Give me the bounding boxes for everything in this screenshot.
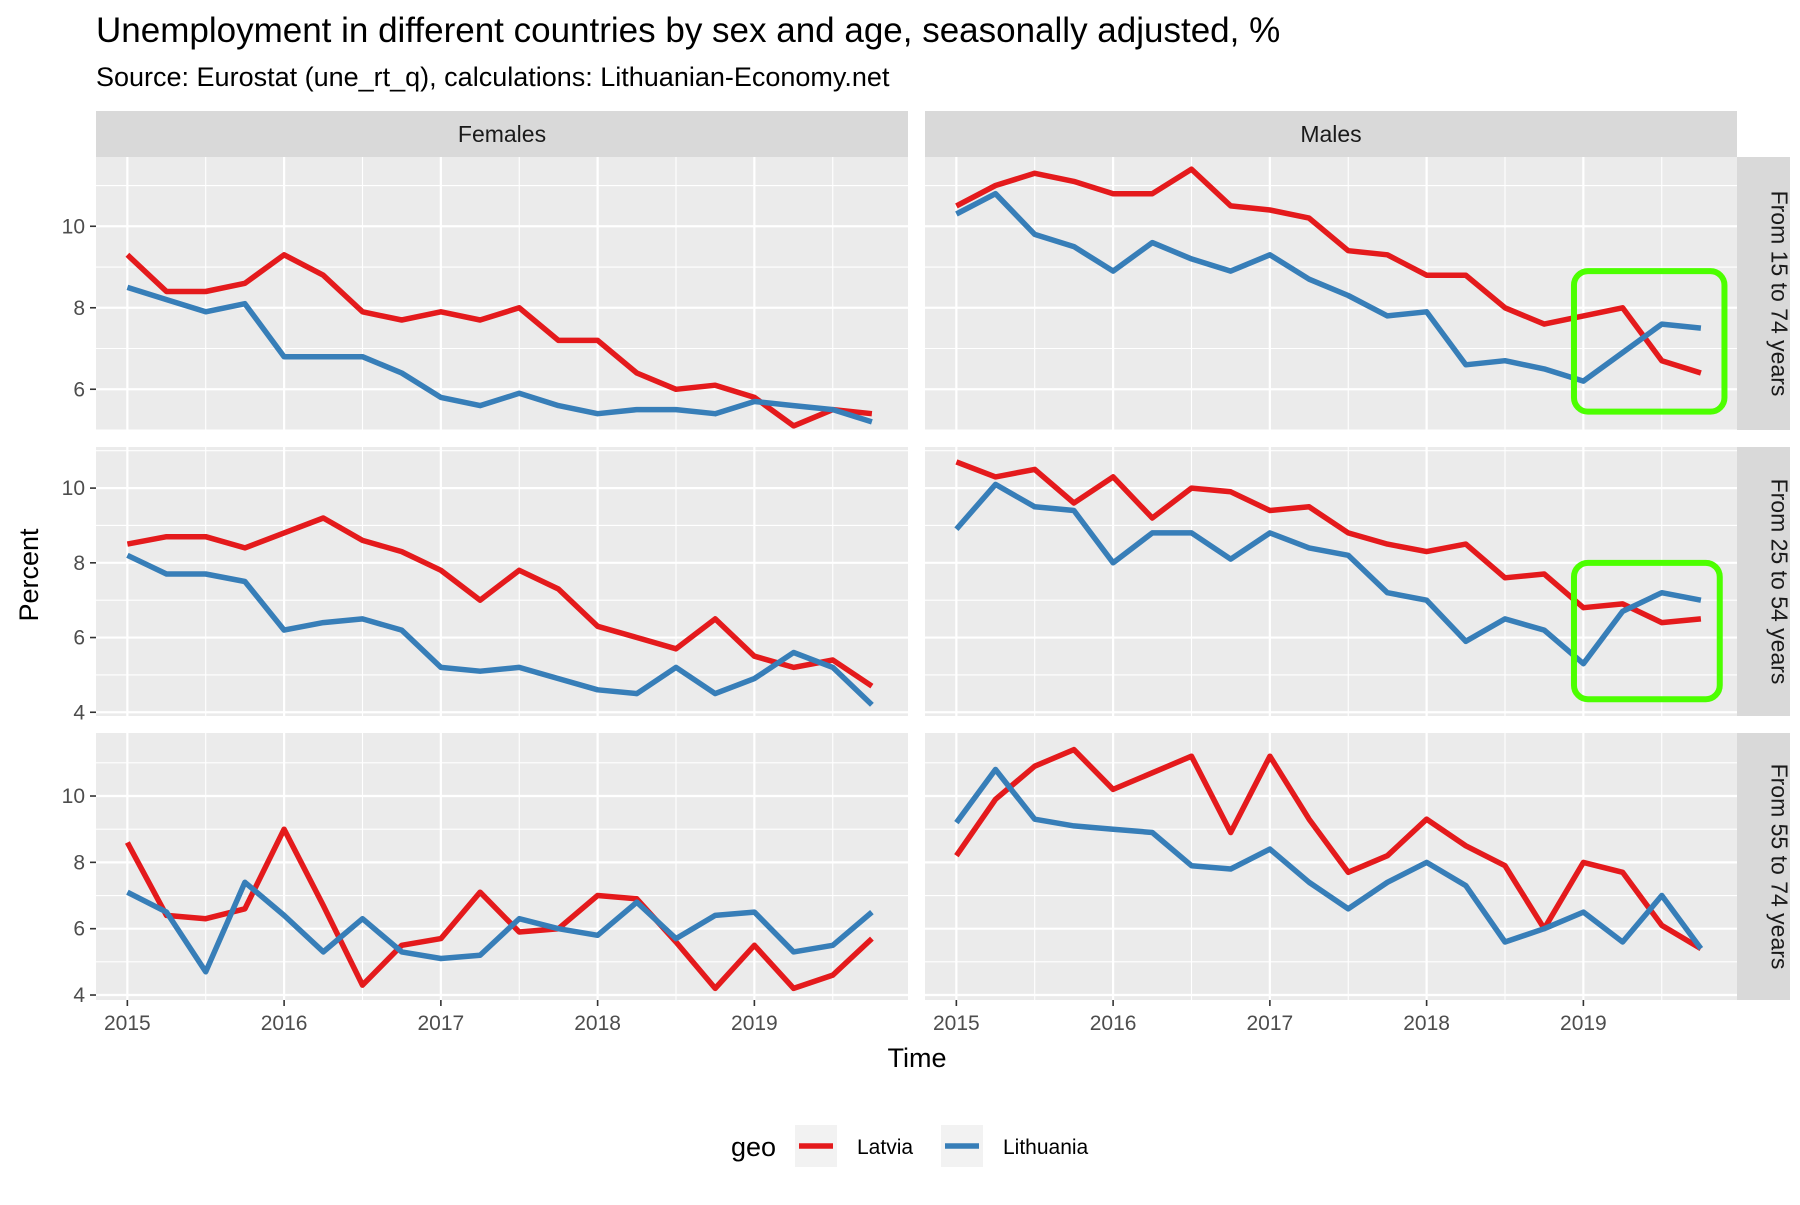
panel-background [925, 157, 1737, 430]
legend-label-latvia: Latvia [857, 1136, 913, 1159]
panel-females-from-55-to-74-years: 4 6 8 10 2015 2016 2017 2018 2019 [62, 733, 908, 1035]
legend: geo Latvia Lithuania [731, 1125, 1089, 1167]
series-line-latvia [954, 746, 1703, 951]
y-tick-label: 10 [62, 477, 85, 500]
strip-label-males: Males [1300, 121, 1361, 147]
strip-males [925, 111, 1737, 157]
y-tick-label: 10 [62, 785, 85, 808]
strip-label-females: Females [458, 121, 546, 147]
strip-label-from-15-to-74-years: From 15 to 74 years [1767, 191, 1793, 397]
chart-subtitle: Source: Eurostat (une_rt_q), calculation… [96, 62, 890, 92]
series-line-latvia [126, 515, 874, 689]
panel-females-from-15-to-74-years: 6 8 10 [62, 157, 908, 431]
x-tick-label: 2016 [261, 1012, 308, 1035]
series-line-lithuania [126, 552, 874, 707]
legend-title: geo [731, 1132, 776, 1162]
series-line-lithuania [126, 879, 874, 975]
y-tick-label: 8 [73, 552, 85, 575]
strip-females [96, 111, 908, 157]
y-tick-label: 4 [73, 984, 85, 1007]
y-tick-label: 8 [73, 851, 85, 874]
highlight-box [1570, 559, 1723, 703]
y-tick-label: 6 [73, 627, 85, 650]
legend-label-lithuania: Lithuania [1003, 1136, 1089, 1159]
y-axis-title: Percent [14, 528, 44, 622]
panel-background [925, 733, 1737, 1000]
panel-males-from-15-to-74-years [925, 157, 1737, 431]
x-tick-label: 2017 [1247, 1012, 1294, 1035]
series-line-lithuania [126, 284, 873, 425]
panels-layer: Females Males From 15 to 74 years From 25 t… [62, 111, 1793, 1035]
x-axis-title: Time [888, 1043, 947, 1073]
y-tick-label: 4 [73, 701, 85, 724]
series-line-latvia [125, 252, 873, 429]
series-line-lithuania [954, 766, 1704, 951]
strip-label-from-25-to-54-years: From 25 to 54 years [1767, 479, 1793, 685]
highlight-box [1570, 268, 1728, 415]
strip-label-from-55-to-74-years: From 55 to 74 years [1767, 764, 1793, 970]
strip-from-15-to-74-years [1737, 157, 1790, 430]
panel-background [96, 733, 908, 1000]
strip-from-25-to-54-years [1737, 447, 1790, 716]
y-tick-label: 6 [73, 918, 85, 941]
x-tick-label: 2018 [1403, 1012, 1450, 1035]
x-tick-label: 2017 [418, 1012, 465, 1035]
panel-males-from-55-to-74-years: 2015 2016 2017 2018 2019 [925, 733, 1737, 1035]
panel-males-from-25-to-54-years [925, 447, 1737, 716]
y-tick-label: 10 [62, 215, 85, 238]
x-tick-label: 2019 [1560, 1012, 1607, 1035]
series-line-latvia [124, 826, 874, 992]
panel-females-from-25-to-54-years: 4 6 8 10 [62, 447, 908, 724]
y-tick-label: 6 [73, 378, 85, 401]
y-tick-label: 8 [73, 297, 85, 320]
x-tick-label: 2015 [104, 1012, 151, 1035]
x-tick-label: 2015 [933, 1012, 980, 1035]
panel-background [96, 157, 908, 430]
chart-title: Unemployment in different countries by s… [96, 11, 1280, 50]
x-tick-label: 2018 [574, 1012, 621, 1035]
x-tick-label: 2016 [1090, 1012, 1137, 1035]
x-tick-label: 2019 [731, 1012, 778, 1035]
strip-from-55-to-74-years [1737, 733, 1790, 1000]
